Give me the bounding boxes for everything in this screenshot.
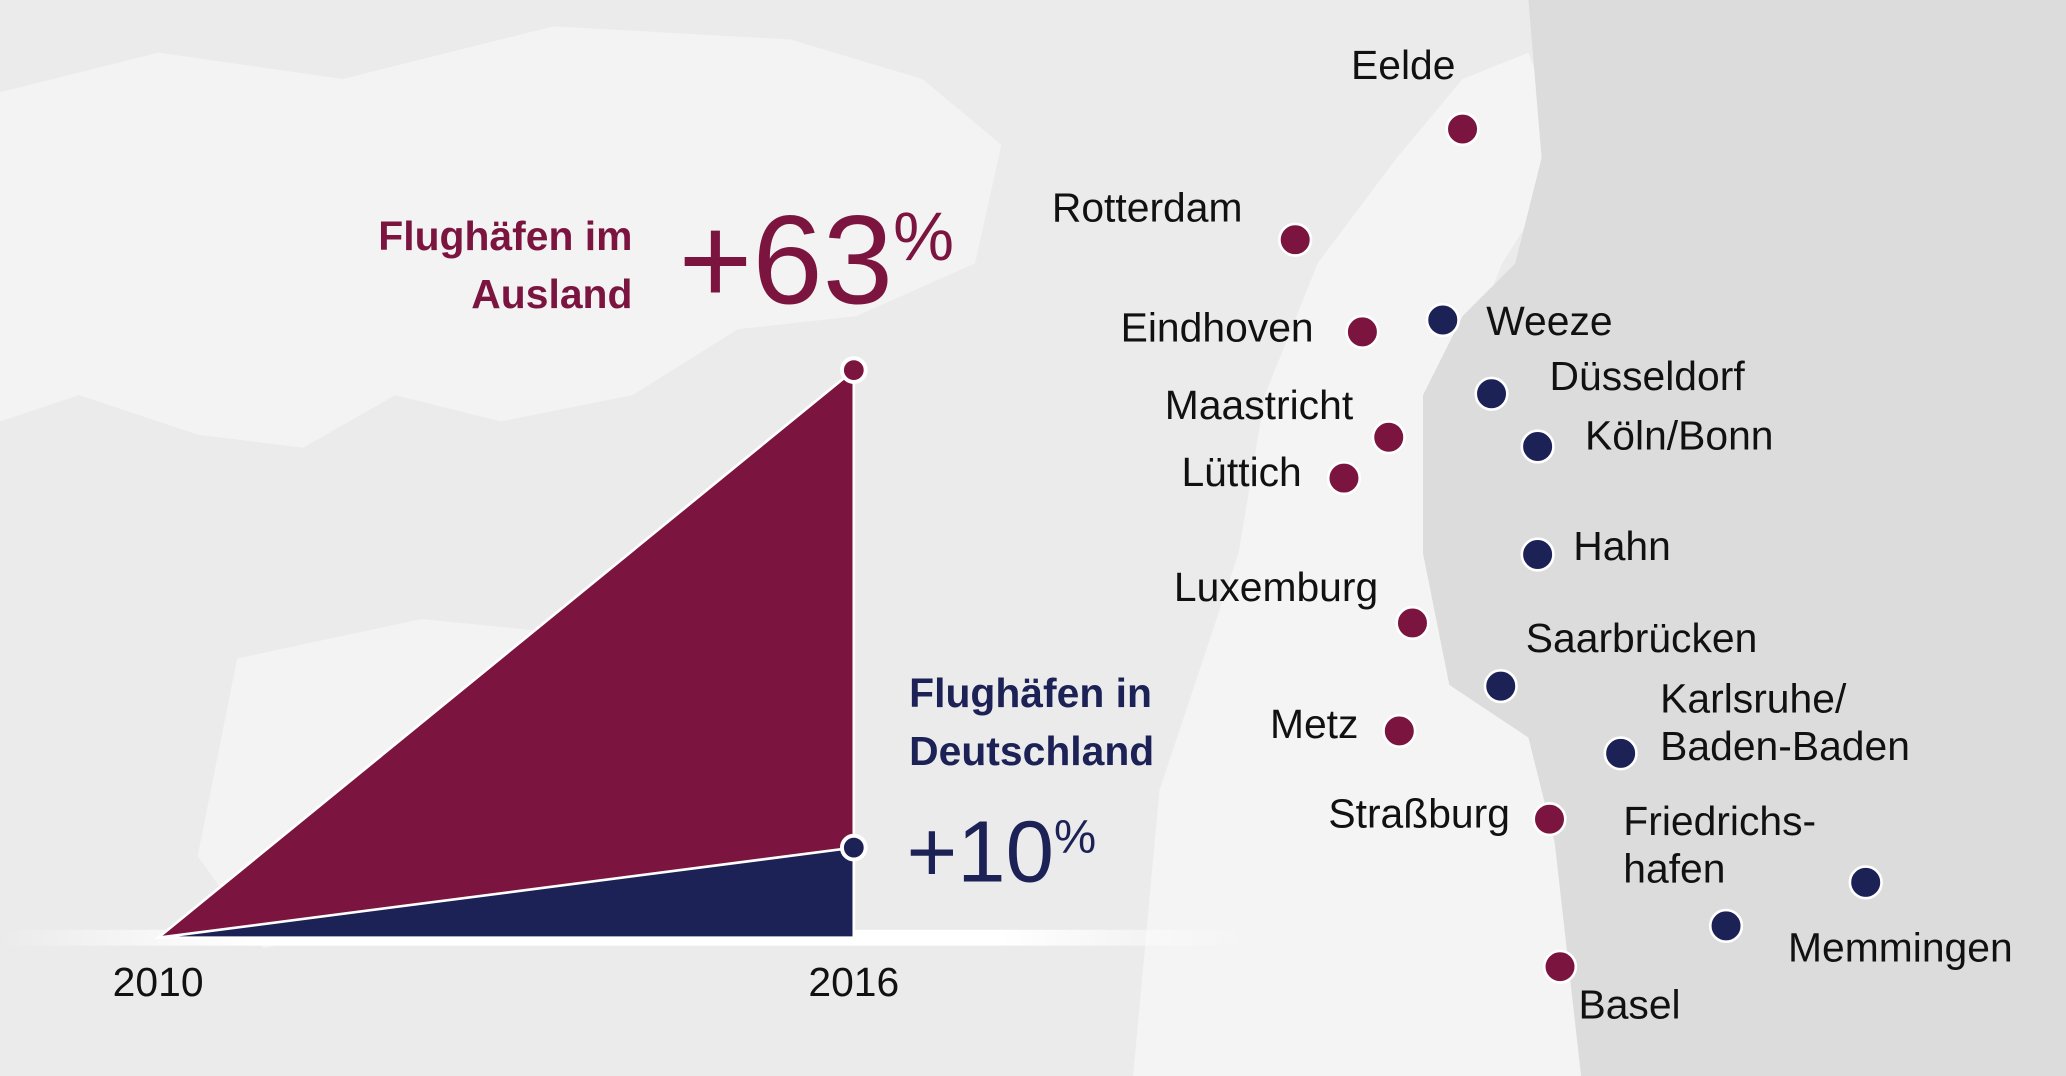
airport-label: Luxemburg (1174, 564, 1378, 610)
airport-dot (1345, 314, 1380, 350)
series-name: Flughäfen in Deutschland (909, 670, 1155, 775)
airport-dot (1483, 669, 1518, 704)
airport-dot (1520, 429, 1555, 464)
airport-dot (1603, 736, 1638, 771)
airport-label: Straßburg (1328, 790, 1510, 836)
airport-label: Metz (1270, 701, 1359, 747)
airport-dot (1371, 420, 1406, 455)
end-marker (839, 833, 868, 862)
airport-dot (1278, 222, 1313, 257)
airport-label: Karlsruhe/ (1660, 676, 1847, 722)
airport-dot (1445, 111, 1480, 147)
airport-label: Hahn (1573, 523, 1671, 569)
airport-dot (1848, 865, 1883, 900)
end-marker (839, 356, 868, 384)
x-tick-label: 2016 (808, 959, 899, 1005)
airport-dot (1425, 302, 1460, 338)
airport-dot (1382, 713, 1417, 749)
airport-dot (1395, 605, 1430, 641)
airport-label: hafen (1623, 846, 1725, 892)
airport-label: Köln/Bonn (1585, 412, 1773, 458)
airport-label: Lüttich (1181, 449, 1301, 495)
airport-dot (1520, 537, 1555, 572)
airport-label: Weeze (1486, 298, 1612, 344)
airport-label: Maastricht (1165, 382, 1354, 428)
airport-dot (1326, 460, 1362, 496)
airport-dot (1542, 949, 1578, 984)
x-tick-label: 2010 (113, 959, 204, 1005)
airport-dot (1474, 376, 1509, 411)
airport-label: Düsseldorf (1549, 353, 1745, 399)
airport-label: Baden-Baden (1660, 723, 1910, 769)
airport-dot (1708, 908, 1744, 943)
airport-label: Memmingen (1788, 925, 2013, 971)
area (157, 846, 856, 940)
series-name: Flughäfen im Ausland (378, 213, 633, 318)
airport-label: Eindhoven (1121, 304, 1314, 350)
airport-label: Rotterdam (1052, 185, 1243, 231)
airport-label: Basel (1578, 981, 1680, 1027)
airport-dot (1532, 802, 1567, 837)
airport-label: Friedrichs- (1623, 798, 1816, 844)
airport-label: Eelde (1351, 42, 1455, 88)
airport-label: Saarbrücken (1526, 615, 1758, 661)
plot: 2010 2016+63%+10%EeldeRotterdamEindhovenM… (113, 42, 2013, 1027)
